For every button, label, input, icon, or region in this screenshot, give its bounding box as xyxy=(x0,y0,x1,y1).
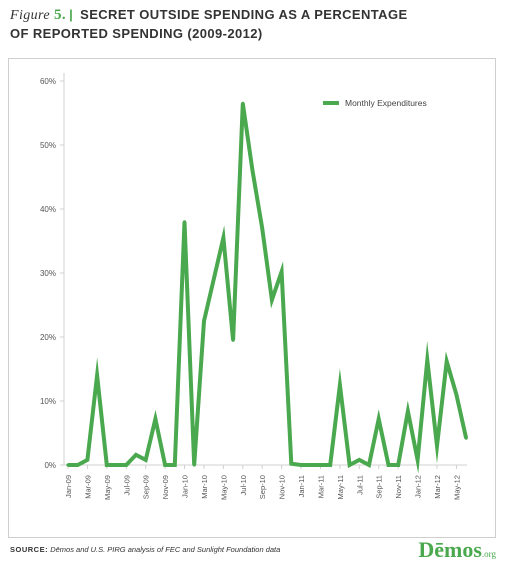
data-point xyxy=(338,383,342,387)
data-point xyxy=(386,463,391,467)
x-tick-label: Sep-09 xyxy=(142,475,151,499)
data-point xyxy=(212,277,216,281)
y-tick-label: 50% xyxy=(40,141,56,150)
data-point xyxy=(464,436,468,440)
data-point xyxy=(309,463,313,467)
x-tick-label: Nov-09 xyxy=(161,475,170,499)
chart-frame: 0% 10% 20% 30% 40% 50% 60% Jan-09 Mar-09 May-09 Ju… xyxy=(8,58,496,538)
x-tick-label: Jan-09 xyxy=(64,475,73,498)
data-point xyxy=(328,463,332,467)
y-tick-label: 40% xyxy=(40,205,56,214)
x-tick-label: May-12 xyxy=(452,475,461,500)
figure-number: 5. xyxy=(54,7,67,23)
data-point xyxy=(95,373,99,377)
data-point xyxy=(299,463,303,467)
y-tick-label: 60% xyxy=(40,77,56,86)
chart-title-part1: SECRET OUTSIDE SPENDING AS A PERCENTAGE xyxy=(80,7,408,22)
figure-title-line1: Figure 5. | SECRET OUTSIDE SPENDING AS A … xyxy=(10,6,500,25)
data-point xyxy=(445,359,449,363)
data-point xyxy=(144,458,148,462)
x-tick-label: Jul-10 xyxy=(239,475,248,495)
source-label: SOURCE: xyxy=(10,545,49,554)
x-tick-label: Jul-09 xyxy=(122,475,131,495)
x-tick-label: May-10 xyxy=(219,475,228,500)
title-separator: | xyxy=(69,7,74,22)
x-tick-label: Mar-11 xyxy=(316,475,325,498)
data-point xyxy=(280,270,284,274)
data-point xyxy=(105,463,109,467)
data-point xyxy=(202,319,206,323)
data-point xyxy=(289,462,293,466)
data-point xyxy=(85,458,90,462)
data-point xyxy=(377,417,381,421)
x-tick-label: May-09 xyxy=(103,475,112,500)
data-point xyxy=(134,453,138,457)
x-tick-label: Jan-10 xyxy=(181,475,190,498)
data-point xyxy=(114,463,119,467)
figure-header: Figure 5. | SECRET OUTSIDE SPENDING AS A … xyxy=(10,6,500,43)
y-tick-label: 10% xyxy=(40,397,56,406)
data-point xyxy=(357,458,361,462)
data-point xyxy=(270,298,274,302)
x-tick-label: May-11 xyxy=(336,475,345,499)
chart-title-part2: OF REPORTED SPENDING (2009-2012) xyxy=(10,26,263,41)
data-point xyxy=(182,220,187,224)
data-point xyxy=(192,463,196,467)
y-tick-label: 0% xyxy=(44,461,56,470)
y-tick-label: 20% xyxy=(40,333,56,342)
data-point xyxy=(76,463,80,467)
data-point xyxy=(425,358,429,362)
data-point xyxy=(124,463,128,467)
logo-sub: .org xyxy=(481,549,496,559)
x-tick-label: Mar-09 xyxy=(83,475,92,499)
source-text: Dēmos and U.S. PIRG analysis of FEC and … xyxy=(50,545,281,554)
line-chart: 0% 10% 20% 30% 40% 50% 60% Jan-09 Mar-09 May-09 Ju… xyxy=(40,73,469,500)
data-point xyxy=(163,463,167,467)
source-note: SOURCE: Dēmos and U.S. PIRG analysis of … xyxy=(10,545,280,554)
x-tick-label: Jul-11 xyxy=(355,475,364,495)
x-tick-label: Mar-10 xyxy=(200,475,209,499)
data-point xyxy=(250,169,255,173)
x-tick-label: Sep-11 xyxy=(375,475,384,499)
data-point xyxy=(367,463,371,467)
x-tick-label: Mar-12 xyxy=(433,475,442,499)
x-tick-label: Jan-11 xyxy=(297,475,306,497)
data-point xyxy=(396,463,400,467)
data-point xyxy=(454,393,459,397)
figure-prefix: Figure xyxy=(10,8,50,23)
data-point xyxy=(241,101,245,105)
demos-logo: Dēmos.org xyxy=(418,537,496,563)
data-point xyxy=(173,463,177,467)
logo-main: Dēmos xyxy=(418,537,482,562)
data-point xyxy=(221,236,225,240)
data-point xyxy=(348,463,352,467)
x-tick-label: Nov-11 xyxy=(394,475,403,499)
x-tick-label: Sep-10 xyxy=(258,475,267,499)
x-tick-label: Jan-12 xyxy=(414,475,423,498)
data-point xyxy=(153,417,157,421)
data-point xyxy=(318,463,323,467)
x-tick-label: Nov-10 xyxy=(278,475,287,499)
data-point xyxy=(260,226,264,230)
data-point xyxy=(406,409,410,413)
data-point xyxy=(231,338,235,342)
series-line-monthly-expenditures xyxy=(68,103,469,474)
data-point xyxy=(415,458,420,462)
legend-label: Monthly Expenditures xyxy=(345,98,427,108)
footer: SOURCE: Dēmos and U.S. PIRG analysis of … xyxy=(10,537,500,569)
data-point xyxy=(66,463,70,467)
y-tick-label: 30% xyxy=(40,269,56,278)
data-point xyxy=(435,444,439,448)
